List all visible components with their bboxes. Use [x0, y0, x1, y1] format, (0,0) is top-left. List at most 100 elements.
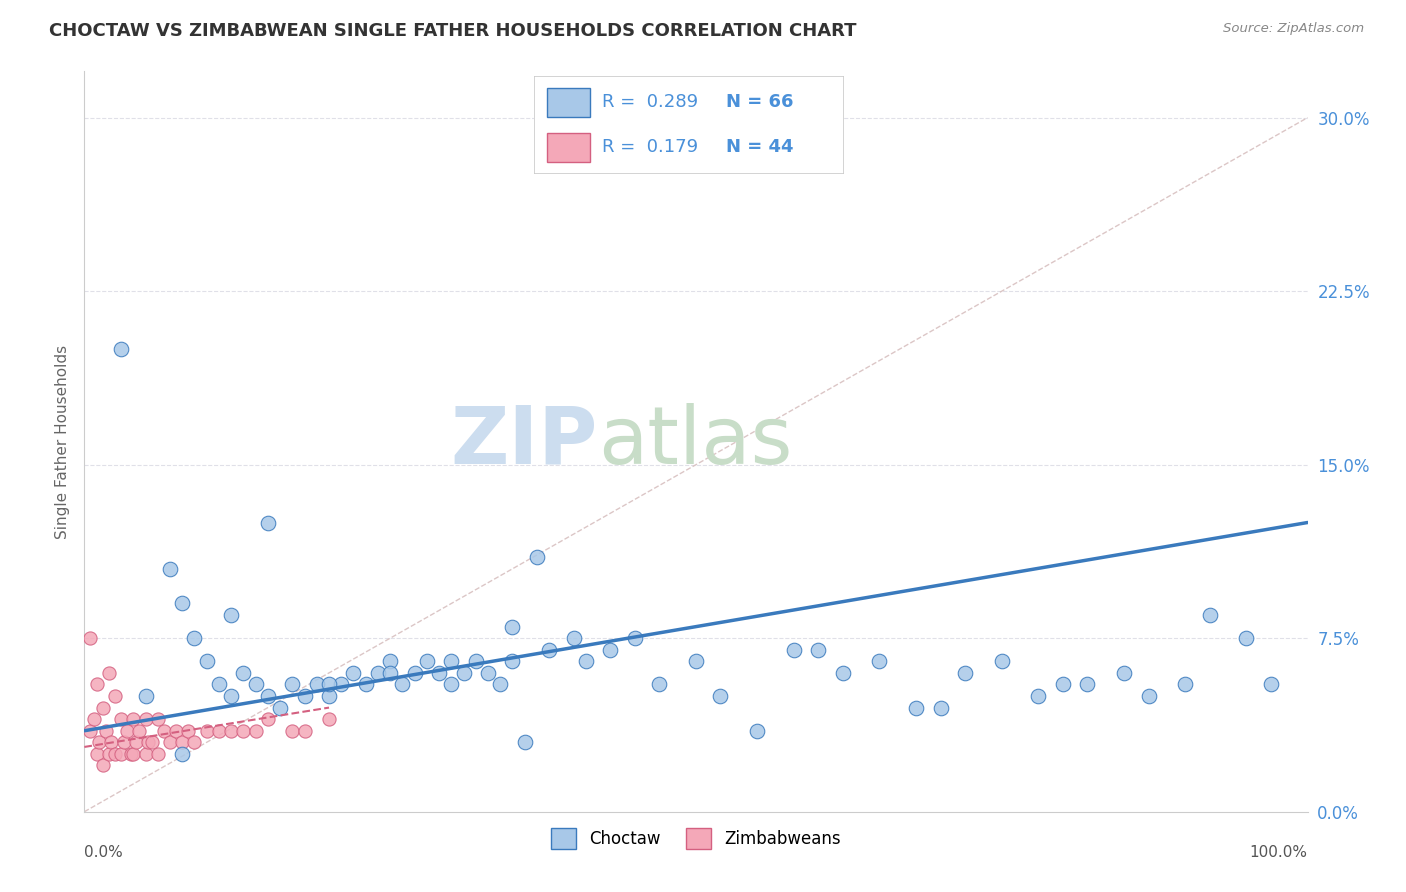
Point	[232, 665, 254, 680]
Point	[104, 689, 127, 703]
Point	[427, 665, 450, 680]
Point	[648, 677, 671, 691]
Point	[219, 608, 242, 623]
Text: atlas: atlas	[598, 402, 793, 481]
Point	[305, 677, 328, 691]
Point	[245, 677, 267, 691]
Point	[172, 597, 194, 611]
Point	[575, 654, 598, 668]
Point	[526, 550, 548, 565]
Point	[453, 665, 475, 680]
Point	[172, 747, 194, 761]
Point	[342, 665, 364, 680]
Point	[489, 677, 512, 691]
FancyBboxPatch shape	[547, 87, 591, 117]
Point	[110, 712, 132, 726]
Point	[86, 747, 108, 761]
Point	[153, 723, 176, 738]
Point	[318, 712, 340, 726]
Point	[232, 723, 254, 738]
Point	[599, 642, 621, 657]
Point	[83, 712, 105, 726]
Point	[269, 700, 291, 714]
Point	[128, 723, 150, 738]
Point	[110, 342, 132, 356]
Point	[440, 654, 463, 668]
Point	[513, 735, 536, 749]
Point	[257, 516, 280, 530]
Text: N = 44: N = 44	[725, 138, 793, 156]
Point	[96, 723, 118, 738]
Text: R =  0.179: R = 0.179	[602, 138, 699, 156]
Point	[281, 723, 304, 738]
Point	[183, 735, 205, 749]
Point	[416, 654, 439, 668]
Point	[100, 735, 122, 749]
FancyBboxPatch shape	[534, 76, 844, 174]
Point	[391, 677, 413, 691]
Point	[245, 723, 267, 738]
Point	[122, 747, 145, 761]
Point	[747, 723, 769, 738]
Point	[122, 712, 145, 726]
Legend: Choctaw, Zimbabweans: Choctaw, Zimbabweans	[544, 822, 848, 855]
Point	[112, 735, 135, 749]
Point	[380, 665, 402, 680]
Point	[159, 562, 181, 576]
Point	[104, 747, 127, 761]
Point	[624, 631, 647, 645]
Point	[146, 712, 169, 726]
Point	[464, 654, 486, 668]
Text: R =  0.289: R = 0.289	[602, 94, 699, 112]
Point	[91, 700, 114, 714]
Point	[195, 723, 218, 738]
Point	[477, 665, 499, 680]
Point	[1174, 677, 1197, 691]
Point	[165, 723, 187, 738]
Point	[195, 654, 218, 668]
Text: ZIP: ZIP	[451, 402, 598, 481]
Point	[318, 677, 340, 691]
Point	[219, 723, 242, 738]
Point	[141, 735, 163, 749]
Point	[115, 723, 138, 738]
Point	[135, 689, 157, 703]
Point	[281, 677, 304, 691]
Point	[1236, 631, 1258, 645]
Point	[440, 677, 463, 691]
Text: 0.0%: 0.0%	[84, 845, 124, 860]
Point	[318, 689, 340, 703]
Point	[125, 735, 148, 749]
Point	[159, 735, 181, 749]
Point	[991, 654, 1014, 668]
Point	[807, 642, 830, 657]
Point	[135, 747, 157, 761]
Point	[120, 747, 142, 761]
Point	[354, 677, 377, 691]
Text: 100.0%: 100.0%	[1250, 845, 1308, 860]
Text: CHOCTAW VS ZIMBABWEAN SINGLE FATHER HOUSEHOLDS CORRELATION CHART: CHOCTAW VS ZIMBABWEAN SINGLE FATHER HOUS…	[49, 22, 856, 40]
Point	[208, 677, 231, 691]
Point	[1076, 677, 1098, 691]
Point	[294, 689, 316, 703]
Point	[502, 654, 524, 668]
Point	[136, 735, 159, 749]
Point	[905, 700, 928, 714]
Point	[97, 665, 120, 680]
Point	[1137, 689, 1160, 703]
Point	[929, 700, 952, 714]
Point	[404, 665, 426, 680]
Text: N = 66: N = 66	[725, 94, 793, 112]
Point	[1052, 677, 1074, 691]
Point	[330, 677, 353, 691]
Point	[502, 619, 524, 633]
Point	[79, 631, 101, 645]
Point	[86, 677, 108, 691]
Point	[177, 723, 200, 738]
Point	[91, 758, 114, 772]
Point	[97, 747, 120, 761]
Point	[380, 654, 402, 668]
Point	[135, 712, 157, 726]
Point	[783, 642, 806, 657]
Point	[1114, 665, 1136, 680]
